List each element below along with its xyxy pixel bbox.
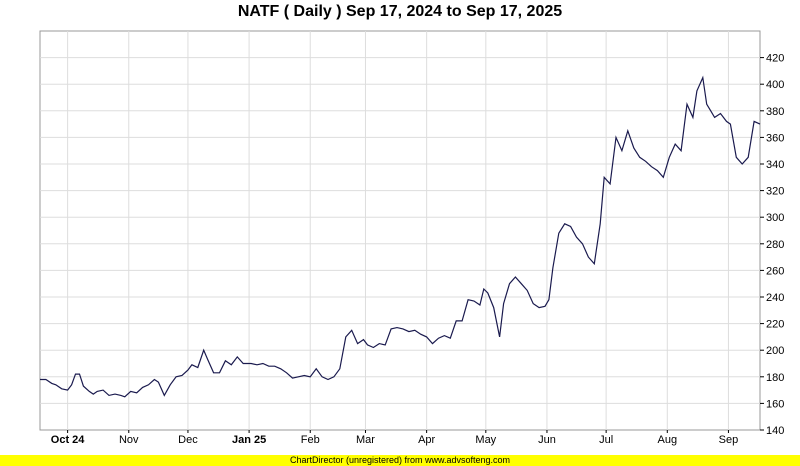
y-tick-label: 420 [766, 53, 784, 65]
plot-area [39, 30, 761, 431]
footer-credit-text: ChartDirector (unregistered) from www.ad… [289, 455, 511, 465]
x-tick-label: Jul [599, 434, 613, 446]
y-tick-label: 280 [766, 239, 784, 251]
x-tick-label: Jan 25 [232, 434, 266, 446]
y-axis-ticks: 140 160 180 200 220 240 260 280 300 320 340 360 380 4… [760, 53, 784, 437]
y-tick-label: 340 [766, 159, 784, 171]
x-tick-label: Jun [538, 434, 556, 446]
y-tick-label: 380 [766, 106, 784, 118]
y-tick-label: 360 [766, 132, 784, 144]
grid-lines [40, 31, 760, 430]
y-tick-label: 220 [766, 319, 784, 331]
y-tick-label: 140 [766, 425, 784, 437]
x-tick-label: Oct 24 [51, 434, 86, 446]
x-tick-label: Nov [119, 434, 139, 446]
x-tick-label: Mar [356, 434, 375, 446]
price-line-series [40, 75, 761, 398]
x-tick-label: Sep [719, 434, 739, 446]
y-tick-label: 300 [766, 212, 784, 224]
y-tick-label: 400 [766, 79, 784, 91]
footer-bar [0, 455, 800, 466]
y-tick-label: 320 [766, 186, 784, 198]
x-tick-label: May [475, 434, 496, 446]
x-tick-label: Feb [301, 434, 320, 446]
y-tick-label: 260 [766, 265, 784, 277]
chart-title: NATF ( Daily ) Sep 17, 2024 to Sep 17, 2… [237, 3, 563, 20]
x-axis-ticks: Oct 24 Nov Dec Jan 25 Feb Mar Apr May Jun Jul Aug S… [51, 430, 738, 446]
x-tick-label: Dec [178, 434, 198, 446]
y-tick-label: 160 [766, 398, 784, 410]
x-tick-label: Apr [418, 434, 435, 446]
x-tick-label: Aug [657, 434, 677, 446]
y-tick-label: 240 [766, 292, 784, 304]
y-tick-label: 200 [766, 345, 784, 357]
y-tick-label: 180 [766, 372, 784, 384]
